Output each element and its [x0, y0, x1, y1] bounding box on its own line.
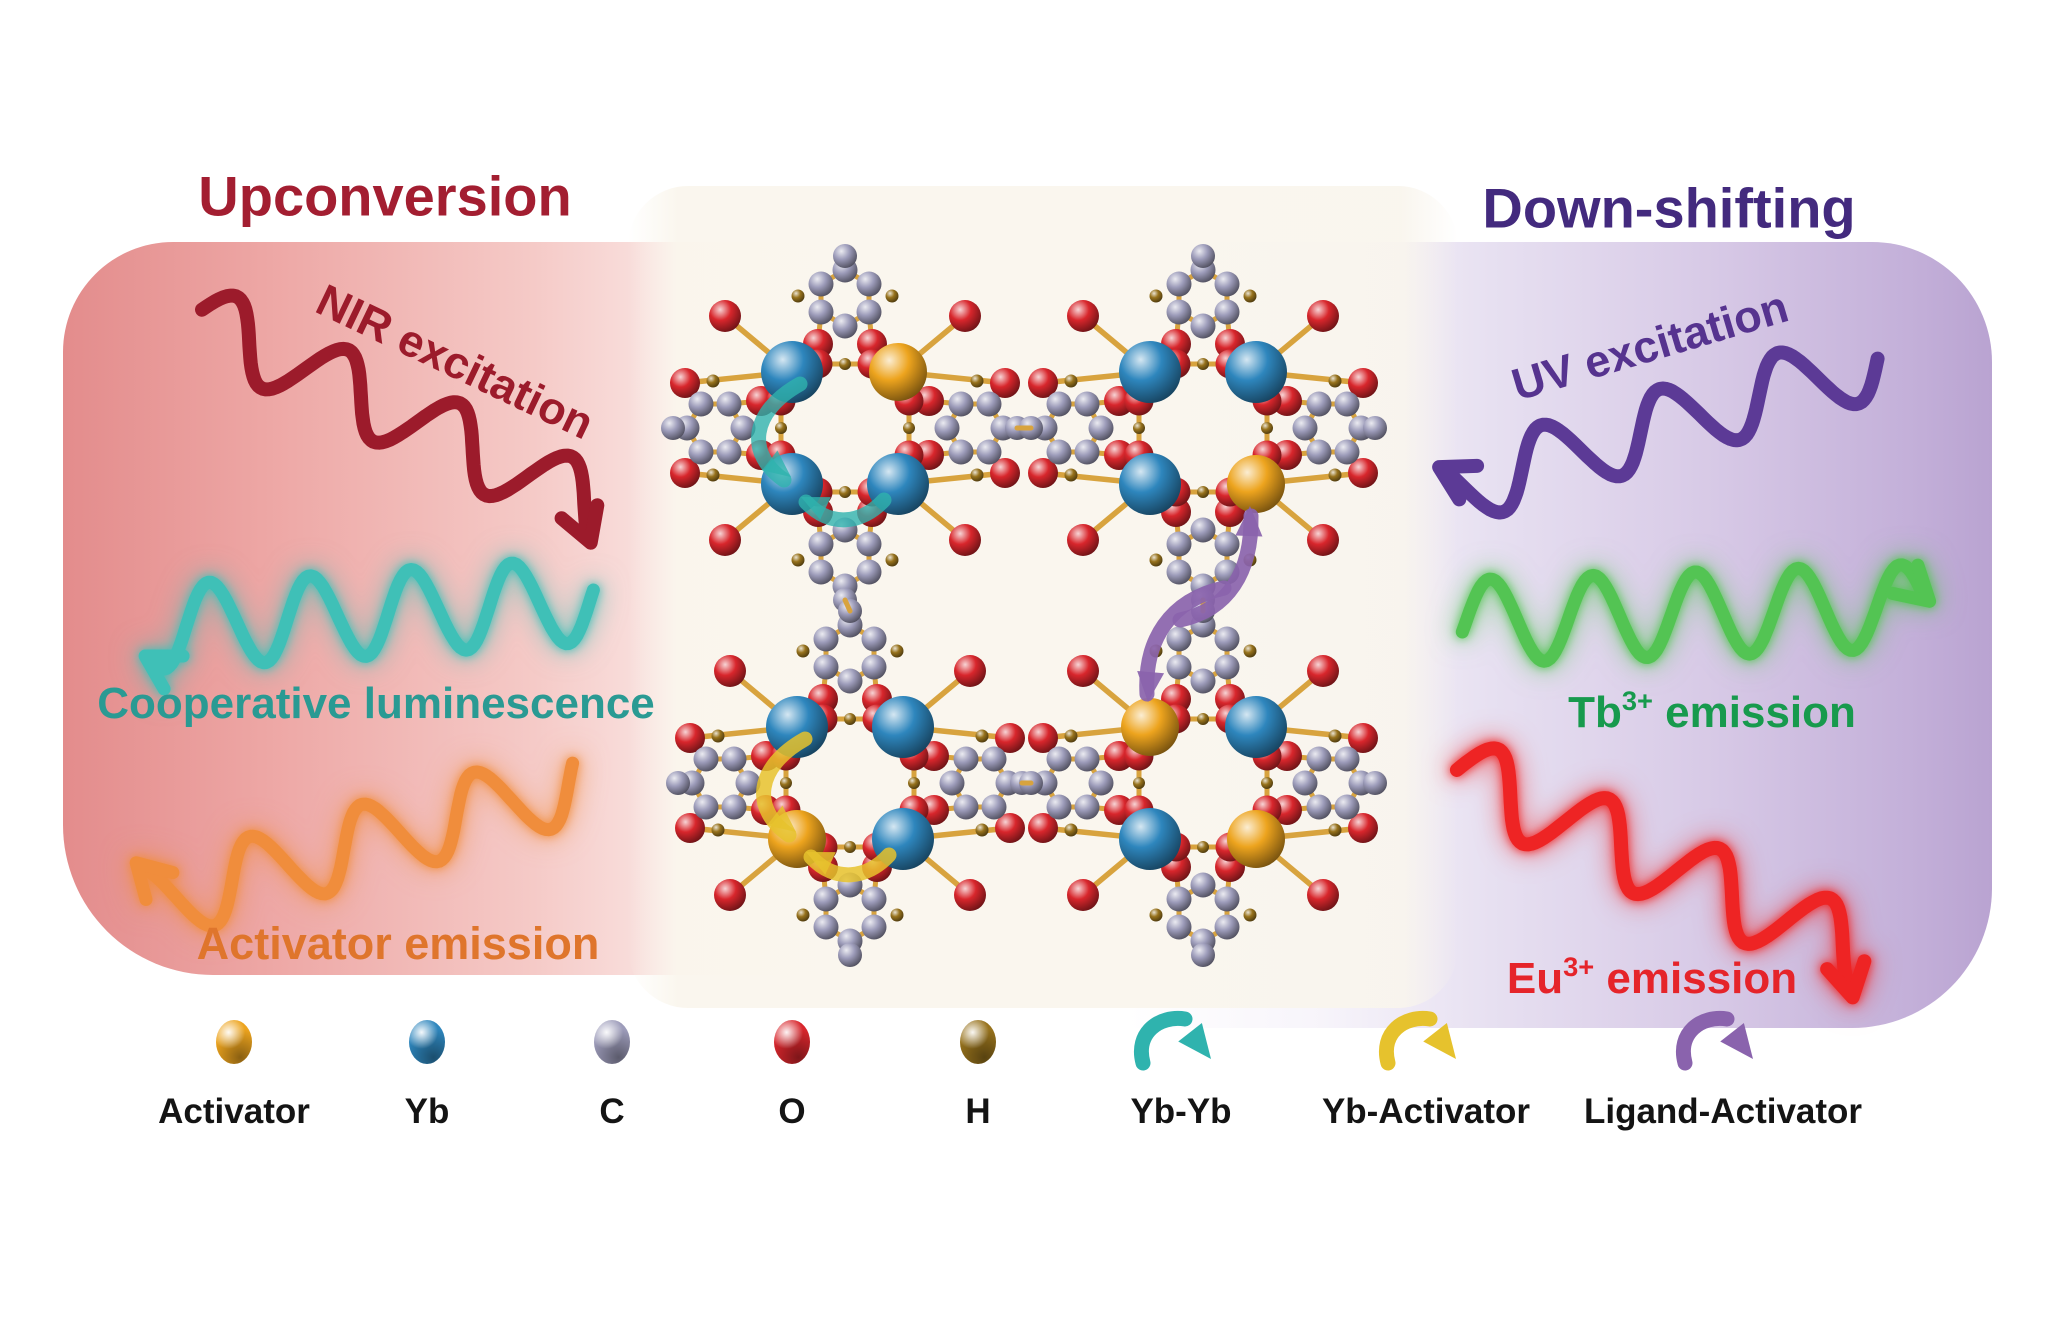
ligand-activator-arrow-icon: [1676, 1010, 1753, 1071]
mof-cluster: [1019, 244, 1387, 612]
legend-label-c: C: [599, 1092, 625, 1131]
eu-charge: 3+: [1563, 950, 1595, 982]
h-atom-icon: [960, 1020, 996, 1064]
legend-label-ligand-activator: Ligand-Activator: [1583, 1092, 1863, 1131]
yb-atom-icon: [409, 1020, 445, 1064]
legend-label-h: H: [965, 1092, 991, 1131]
yb-yb-transfer-arrow: [798, 492, 892, 528]
mof-cluster: [661, 244, 1029, 612]
legend-label-yb-yb: Yb-Yb: [1130, 1092, 1232, 1131]
tb-emission-arrow: [1455, 558, 1937, 668]
upconversion-title: Upconversion: [198, 164, 572, 228]
eu-emission-arrow: [1449, 741, 1872, 1005]
eu-element: Eu: [1506, 953, 1564, 1003]
down-shifting-title: Down-shifting: [1482, 176, 1856, 240]
yb-yb-transfer-arrow: [751, 376, 808, 488]
tb-suffix: emission: [1652, 687, 1856, 737]
activator-atom-icon: [216, 1020, 252, 1064]
yb-activator-transfer-arrow: [803, 847, 897, 883]
legend-label-activator: Activator: [158, 1092, 310, 1131]
legend-label-yb: Yb: [404, 1092, 450, 1131]
uv-excitation-arrow: [1432, 345, 1885, 520]
mof-cluster: [1019, 599, 1387, 967]
legend-label-yb-activator: Yb-Activator: [1321, 1092, 1531, 1131]
activator-emission-label: Activator emission: [196, 918, 600, 969]
ligand-activator-transfer-arrow: [1137, 580, 1232, 702]
cooperative-luminescence-arrow: [138, 556, 600, 696]
nir-excitation-arrow: [195, 288, 605, 550]
tb-element: Tb: [1568, 687, 1622, 737]
eu-emission-label: Eu3+ emission: [1506, 950, 1798, 1004]
activator-emission-arrow: [129, 756, 580, 933]
yb-yb-arrow-icon: [1134, 1010, 1211, 1071]
legend-label-o: O: [778, 1092, 806, 1131]
tb-charge: 3+: [1621, 684, 1653, 716]
yb-activator-arrow-icon: [1379, 1010, 1456, 1071]
yb-activator-transfer-arrow: [756, 731, 813, 843]
tb-emission-label: Tb3+ emission: [1568, 684, 1856, 738]
eu-suffix: emission: [1594, 953, 1798, 1003]
cooperative-luminescence-label: Cooperative luminescence: [97, 679, 655, 728]
mof-cluster: [666, 599, 1034, 967]
c-atom-icon: [594, 1020, 630, 1064]
o-atom-icon: [774, 1020, 810, 1064]
ligand-activator-transfer-arrow: [1172, 506, 1263, 628]
